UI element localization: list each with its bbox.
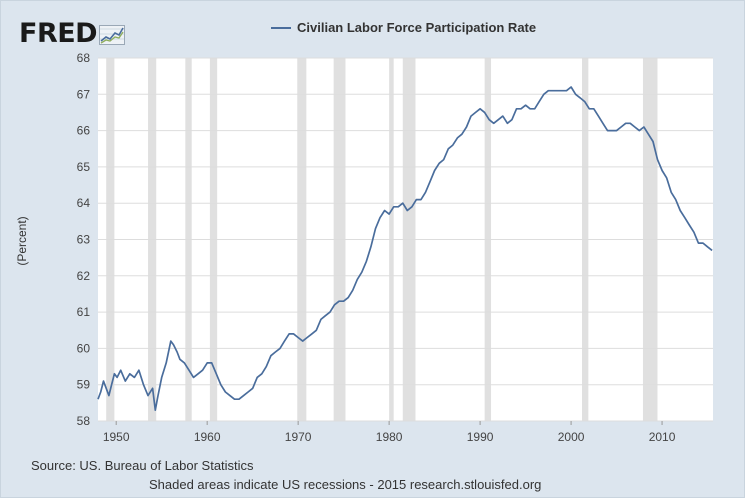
source-text: Source: US. Bureau of Labor Statistics (31, 458, 254, 473)
x-tick-label-3: 1980 (376, 430, 403, 444)
x-axis: 1950 1960 1970 1980 1990 2000 2010 (103, 430, 676, 444)
fred-logo[interactable]: FRED (19, 13, 126, 49)
trend-chart-icon (99, 25, 126, 45)
y-tick-label-6: 64 (77, 196, 91, 210)
y-tick-label-2: 60 (77, 341, 91, 355)
y-tick-label-9: 67 (77, 87, 91, 101)
x-tick-label-0: 1950 (103, 430, 130, 444)
logo-text: FRED (19, 18, 98, 49)
y-tick-label-4: 62 (77, 269, 91, 283)
legend-label: Civilian Labor Force Participation Rate (297, 20, 537, 35)
recession-note: Shaded areas indicate US recessions - 20… (149, 477, 542, 492)
x-tick-label-5: 2000 (558, 430, 585, 444)
legend: Civilian Labor Force Participation Rate (271, 20, 536, 35)
y-tick-label-10: 68 (77, 51, 91, 65)
x-tick-label-2: 1970 (285, 430, 312, 444)
series-line-0[interactable] (97, 86, 713, 411)
y-tick-label-3: 61 (77, 305, 91, 319)
legend-swatch (271, 26, 291, 29)
y-tick-label-5: 63 (77, 233, 91, 247)
y-tick-label-0: 58 (77, 414, 91, 428)
x-tick-label-6: 2010 (649, 430, 676, 444)
y-tick-label-7: 65 (77, 160, 91, 174)
y-axis: 58 59 60 61 62 63 64 65 66 67 68 (77, 51, 91, 428)
y-tick-label-1: 59 (77, 378, 91, 392)
y-tick-label-8: 66 (77, 124, 91, 138)
x-tick-label-4: 1990 (467, 430, 494, 444)
x-tick-label-1: 1960 (194, 430, 221, 444)
series-layer (97, 86, 713, 411)
grid-layer (98, 57, 713, 425)
